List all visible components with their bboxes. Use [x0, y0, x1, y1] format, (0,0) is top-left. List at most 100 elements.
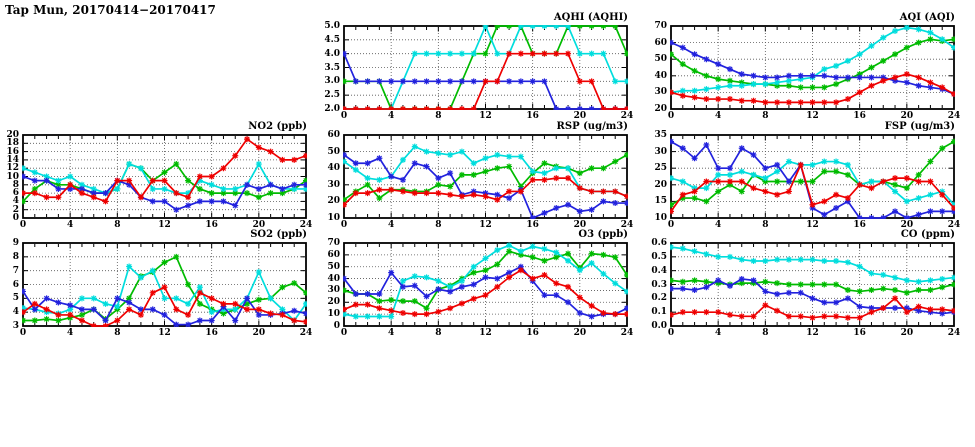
y-tick-label: 25	[654, 163, 667, 174]
x-tick-label: 16	[526, 111, 539, 121]
x-tick-label: 12	[479, 111, 492, 121]
plot-area	[670, 25, 955, 110]
x-tick-label: 0	[667, 328, 675, 338]
y-tick-label: 20	[327, 196, 340, 207]
y-tick-label: 0.4	[651, 265, 667, 276]
x-tick-label: 4	[715, 111, 722, 121]
y-tick-label: 0.3	[651, 279, 667, 290]
x-tick-label: 4	[715, 220, 722, 230]
chart-co: CO (ppm) 0.0 0.1 0.2 0.3 0.4 0.5 0.6 0 4 8 12 16 20…	[648, 229, 970, 342]
red-series-markers	[343, 267, 628, 318]
y-tick-label: 4	[12, 196, 19, 207]
x-tick-label: 8	[114, 220, 121, 230]
x-tick-label: 8	[435, 111, 442, 121]
y-tick-label: 3	[12, 321, 19, 331]
y-tick-label: 4	[12, 307, 19, 318]
y-tick-label: 20	[654, 104, 667, 114]
cyan-series-markers	[670, 244, 955, 285]
y-tick-label: 30	[327, 179, 340, 190]
y-tick-label: 40	[327, 163, 340, 174]
x-tick-label: 8	[762, 111, 769, 121]
chart-aqi: AQI (AQI) 20 30 40 50 60 70 0 4 8 12 16 20 24	[648, 12, 970, 125]
y-tick-label: 18	[6, 138, 19, 149]
y-tick-label: 30	[654, 87, 667, 98]
y-tick-label: 40	[327, 273, 340, 284]
chart-title: NO2 (ppb)	[248, 121, 307, 132]
x-tick-label: 0	[19, 220, 27, 230]
chart-o3: O3 (ppb) 0 10 20 30 40 50 60 70 0 4 8 12 16 20 24	[321, 229, 643, 342]
chart-title: AQI (AQI)	[899, 12, 955, 23]
y-tick-label: 20	[654, 179, 667, 190]
y-tick-label: 8	[12, 251, 19, 262]
y-tick-label: 0	[12, 213, 19, 223]
red-series-markers	[670, 71, 955, 106]
x-tick-label: 4	[67, 220, 74, 230]
y-tick-label: 2.0	[324, 104, 340, 114]
x-tick-label: 12	[806, 328, 819, 338]
cyan-series-markers	[343, 242, 628, 320]
y-tick-label: 60	[327, 249, 340, 260]
x-tick-label: 20	[900, 220, 914, 230]
x-tick-label: 4	[388, 328, 395, 338]
y-tick-label: 3.5	[324, 62, 340, 73]
red-series-markers	[22, 136, 307, 205]
x-tick-label: 16	[853, 111, 866, 121]
x-tick-label: 20	[573, 220, 587, 230]
x-tick-label: 16	[205, 328, 218, 338]
chart-rsp: RSP (ug/m3) 10 20 30 40 50 60 0 4 8 12 16 20 24	[321, 121, 643, 234]
red-series-markers	[343, 175, 628, 208]
blue-series-markers	[343, 151, 628, 219]
plot-area	[22, 242, 307, 327]
x-tick-label: 12	[158, 328, 171, 338]
x-tick-label: 24	[947, 220, 961, 230]
y-tick-label: 9	[12, 238, 19, 248]
y-tick-label: 8	[12, 179, 19, 190]
y-tick-label: 4.0	[324, 48, 340, 59]
y-tick-label: 16	[6, 146, 19, 157]
x-tick-label: 20	[573, 328, 587, 338]
y-tick-label: 4.5	[324, 34, 340, 45]
x-tick-label: 8	[435, 328, 442, 338]
y-tick-label: 35	[654, 130, 667, 140]
chart-title: CO (ppm)	[900, 229, 955, 240]
x-tick-label: 16	[205, 220, 218, 230]
y-tick-label: 0.6	[651, 238, 667, 248]
x-tick-label: 4	[388, 220, 395, 230]
x-tick-label: 0	[340, 111, 348, 121]
x-tick-label: 12	[806, 111, 819, 121]
y-tick-label: 50	[654, 54, 667, 65]
x-tick-label: 16	[853, 220, 866, 230]
x-tick-label: 12	[479, 328, 492, 338]
y-tick-label: 40	[654, 70, 667, 81]
chart-title: FSP (ug/m3)	[884, 121, 955, 132]
y-tick-label: 20	[327, 297, 340, 308]
y-tick-label: 2.5	[324, 90, 340, 101]
x-tick-label: 24	[620, 220, 634, 230]
x-tick-label: 24	[947, 328, 961, 338]
x-tick-label: 20	[900, 328, 914, 338]
chart-title: O3 (ppb)	[578, 229, 628, 240]
plot-area	[670, 242, 955, 327]
plot-area	[343, 134, 628, 219]
plot-area	[22, 134, 307, 219]
plot-area	[343, 25, 628, 110]
x-tick-label: 12	[806, 220, 819, 230]
red-series-markers	[343, 50, 628, 110]
x-tick-label: 24	[947, 111, 961, 121]
y-tick-label: 10	[654, 213, 667, 223]
x-tick-label: 4	[67, 328, 74, 338]
x-tick-label: 20	[252, 328, 266, 338]
x-tick-label: 12	[479, 220, 492, 230]
y-tick-label: 14	[6, 154, 19, 165]
y-tick-label: 70	[327, 238, 340, 248]
y-tick-label: 3.0	[324, 76, 340, 87]
chart-title: RSP (ug/m3)	[556, 121, 628, 132]
x-tick-label: 4	[715, 328, 722, 338]
x-tick-label: 0	[19, 328, 27, 338]
x-tick-label: 24	[620, 111, 634, 121]
x-tick-label: 0	[667, 111, 675, 121]
x-tick-label: 8	[435, 220, 442, 230]
x-tick-label: 24	[299, 328, 313, 338]
